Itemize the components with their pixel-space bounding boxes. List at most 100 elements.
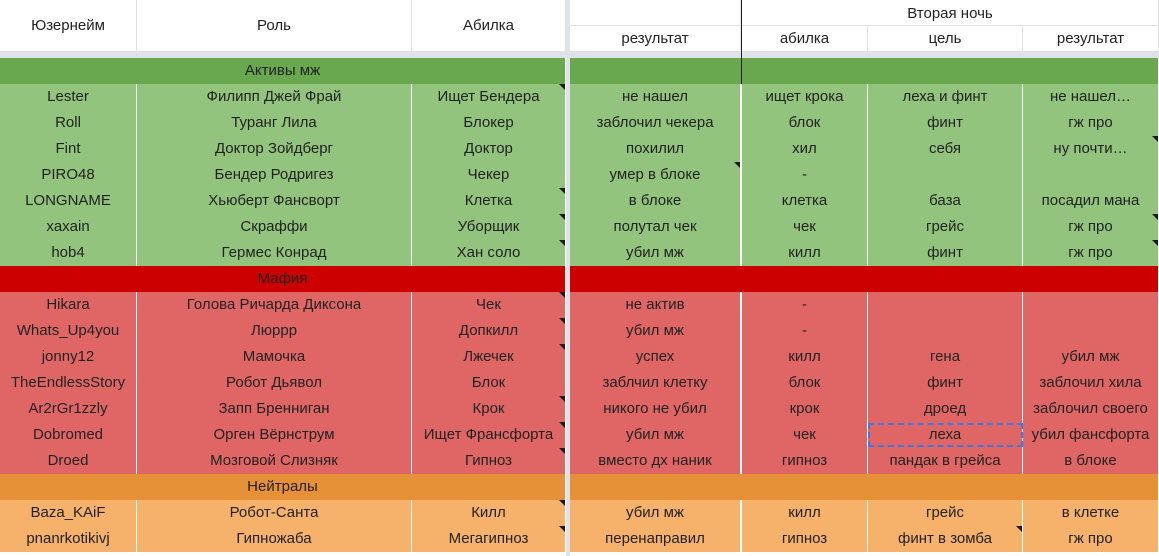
cell-ability2[interactable]: хил [742, 136, 868, 162]
cell-ability2[interactable]: килл [742, 500, 868, 526]
cell-result1[interactable]: убил мж [570, 318, 741, 344]
cell-result1[interactable]: умер в блоке [570, 162, 741, 188]
header-target[interactable]: цель [868, 26, 1023, 52]
cell-result1[interactable]: не нашел [570, 84, 741, 110]
cell-ability2[interactable]: - [742, 318, 868, 344]
cell-role[interactable]: Филипп Джей Фрай [137, 84, 412, 110]
cell-user[interactable]: Hikara [0, 292, 137, 318]
cell-target[interactable]: гена [868, 344, 1023, 370]
cell-target[interactable] [868, 292, 1023, 318]
cell-ability[interactable]: Блокер [412, 110, 566, 136]
cell-ability2[interactable]: крок [742, 396, 868, 422]
cell-target[interactable]: финт [868, 110, 1023, 136]
header-ability-second[interactable]: абилка [742, 26, 868, 52]
cell-role[interactable]: Робот Дьявол [137, 370, 412, 396]
cell-result1[interactable]: убил мж [570, 240, 741, 266]
cell-user[interactable]: Whats_Up4you [0, 318, 137, 344]
cell-ability[interactable]: Крок [412, 396, 566, 422]
cell-result1[interactable]: перенаправил [570, 526, 741, 552]
cell-result1[interactable]: убил мж [570, 500, 741, 526]
header-blank-cell[interactable] [570, 0, 741, 26]
cell-ability2[interactable]: - [742, 162, 868, 188]
cell-ability2[interactable]: чек [742, 214, 868, 240]
cell-user[interactable]: PIRO48 [0, 162, 137, 188]
cell-user[interactable]: Droed [0, 448, 137, 474]
section-fill-cell[interactable] [570, 58, 1159, 84]
cell-user[interactable]: xaxain [0, 214, 137, 240]
cell-result2[interactable]: гж про [1023, 526, 1159, 552]
cell-role[interactable]: Скраффи [137, 214, 412, 240]
cell-target[interactable]: себя [868, 136, 1023, 162]
cell-target[interactable]: грейс [868, 214, 1023, 240]
cell-target[interactable]: финт в зомба [868, 526, 1023, 552]
cell-result2[interactable]: в блоке [1023, 448, 1159, 474]
cell-ability2[interactable]: гипноз [742, 526, 868, 552]
cell-result2[interactable]: гж про [1023, 214, 1159, 240]
cell-result1[interactable]: вместо дх наник [570, 448, 741, 474]
cell-result2[interactable]: ну почти… [1023, 136, 1159, 162]
cell-target[interactable]: финт [868, 370, 1023, 396]
cell-ability2[interactable]: чек [742, 422, 868, 448]
cell-ability2[interactable]: гипноз [742, 448, 868, 474]
frozen-columns-divider[interactable] [566, 0, 570, 556]
section-fill-cell[interactable] [570, 474, 1159, 500]
cell-ability[interactable]: Мегагипноз [412, 526, 566, 552]
header-result-second[interactable]: результат [1023, 26, 1159, 52]
cell-user[interactable]: LONGNAME [0, 188, 137, 214]
section-title[interactable]: Мафия [0, 266, 566, 292]
cell-result2[interactable]: в клетке [1023, 500, 1159, 526]
cell-result2[interactable] [1023, 318, 1159, 344]
cell-result1[interactable]: полутал чек [570, 214, 741, 240]
cell-ability2[interactable]: блок [742, 110, 868, 136]
cell-role[interactable]: Орген Вёрнструм [137, 422, 412, 448]
cell-result2[interactable]: убил мж [1023, 344, 1159, 370]
cell-role[interactable]: Робот-Санта [137, 500, 412, 526]
cell-user[interactable]: pnanrkotikivj [0, 526, 137, 552]
header-ability[interactable]: Абилка [412, 0, 566, 52]
cell-user[interactable]: Ar2rGr1zzly [0, 396, 137, 422]
cell-ability2[interactable]: ищет крока [742, 84, 868, 110]
cell-role[interactable]: Гипножаба [137, 526, 412, 552]
cell-target[interactable]: дроед [868, 396, 1023, 422]
cell-result2[interactable]: гж про [1023, 240, 1159, 266]
cell-ability2[interactable]: - [742, 292, 868, 318]
cell-ability[interactable]: Уборщик [412, 214, 566, 240]
header-role[interactable]: Роль [137, 0, 412, 52]
cell-ability[interactable]: Чекер [412, 162, 566, 188]
cell-target[interactable]: грейс [868, 500, 1023, 526]
cell-user[interactable]: TheEndlessStory [0, 370, 137, 396]
cell-role[interactable]: Мамочка [137, 344, 412, 370]
cell-ability[interactable]: Ищет Франсфорта [412, 422, 566, 448]
cell-result2[interactable]: гж про [1023, 110, 1159, 136]
cell-target[interactable]: база [868, 188, 1023, 214]
cell-target[interactable]: финт [868, 240, 1023, 266]
cell-ability[interactable]: Ищет Бендера [412, 84, 566, 110]
cell-target[interactable]: пандак в грейса [868, 448, 1023, 474]
cell-role[interactable]: Люррр [137, 318, 412, 344]
cell-result2[interactable] [1023, 292, 1159, 318]
cell-role[interactable]: Бендер Родригез [137, 162, 412, 188]
cell-target[interactable]: леха и финт [868, 84, 1023, 110]
cell-result1[interactable]: похилил [570, 136, 741, 162]
cell-ability[interactable]: Клетка [412, 188, 566, 214]
cell-result1[interactable]: заблочил чекера [570, 110, 741, 136]
cell-user[interactable]: Dobromed [0, 422, 137, 448]
cell-result2[interactable]: не нашел… [1023, 84, 1159, 110]
header-second-night[interactable]: Вторая ночь [742, 0, 1159, 26]
section-fill-cell[interactable] [570, 266, 1159, 292]
cell-target[interactable] [868, 162, 1023, 188]
cell-ability[interactable]: Лжечек [412, 344, 566, 370]
cell-ability[interactable]: Допкилл [412, 318, 566, 344]
cell-target[interactable] [868, 318, 1023, 344]
cell-result2[interactable]: убил фансфорта [1023, 422, 1159, 448]
cell-result2[interactable] [1023, 162, 1159, 188]
header-result-first[interactable]: результат [570, 26, 741, 52]
cell-ability[interactable]: Хан соло [412, 240, 566, 266]
cell-ability[interactable]: Гипноз [412, 448, 566, 474]
cell-user[interactable]: Fint [0, 136, 137, 162]
cell-target[interactable]: леха [868, 422, 1023, 448]
header-username[interactable]: Юзернейм [0, 0, 137, 52]
cell-result1[interactable]: никого не убил [570, 396, 741, 422]
cell-result1[interactable]: в блоке [570, 188, 741, 214]
cell-result2[interactable]: заблочил своего [1023, 396, 1159, 422]
